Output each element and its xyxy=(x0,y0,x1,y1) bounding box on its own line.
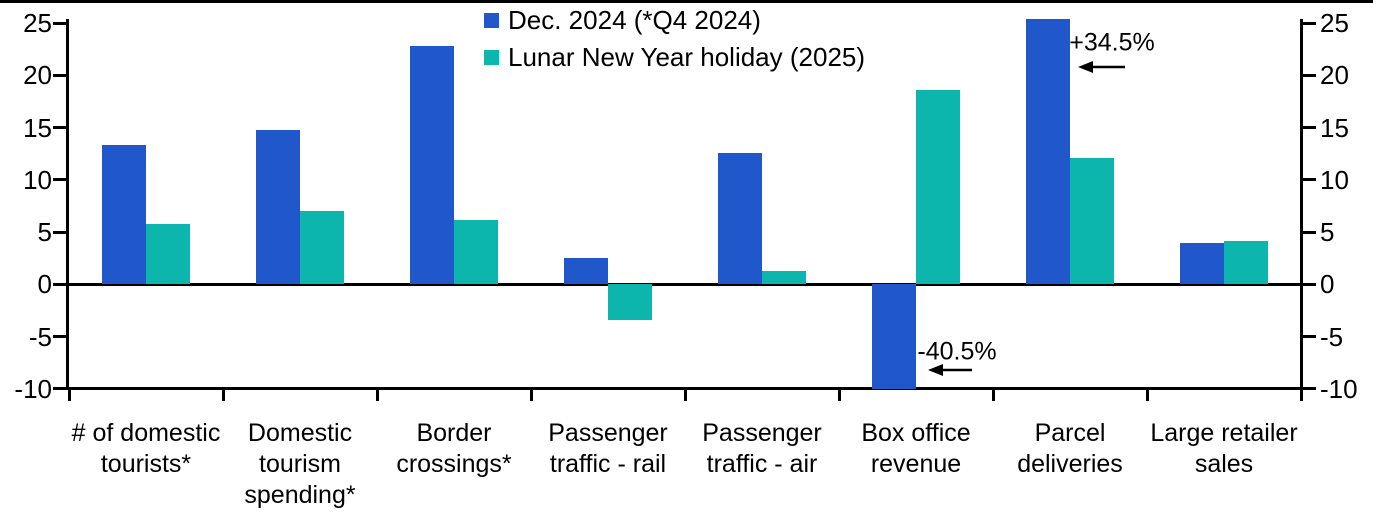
bar-lny2025-0 xyxy=(146,223,190,285)
x-label-line: spending* xyxy=(244,481,356,509)
bar-dec2024-6 xyxy=(1026,18,1070,285)
y-tick-label-right-10: 10 xyxy=(1320,164,1349,195)
bar-lny2025-4 xyxy=(762,270,806,285)
x-label-line: Border xyxy=(416,419,492,447)
x-boundary-tick xyxy=(67,387,71,402)
bar-dec2024-7 xyxy=(1180,242,1224,285)
y-tick-left xyxy=(53,282,66,286)
y-tick-label-right--5: -5 xyxy=(1320,321,1344,352)
x-label-line: Box office xyxy=(861,419,971,447)
y-tick-left xyxy=(53,126,66,130)
x-label-0: # of domestic tourists* xyxy=(36,418,256,480)
annotation-text-0: -40.5% xyxy=(917,337,997,366)
bar-dec2024-2 xyxy=(410,46,454,285)
y-tick-label-right-20: 20 xyxy=(1320,60,1349,91)
x-boundary-tick xyxy=(221,387,225,402)
bar-dec2024-4 xyxy=(718,152,762,285)
x-label-line: revenue xyxy=(870,450,962,478)
y-tick-left xyxy=(53,73,66,77)
x-label-line: sales xyxy=(1194,450,1254,478)
y-tick-right xyxy=(1302,282,1316,286)
chart-top-border xyxy=(0,0,1373,3)
y-tick-label-left-25: 25 xyxy=(23,8,52,39)
x-label-1: Domestic tourism spending* xyxy=(190,418,410,511)
x-label-line: Domestic xyxy=(247,419,353,447)
annotation-text-1: +34.5% xyxy=(1069,28,1155,57)
x-boundary-tick xyxy=(683,387,687,402)
bar-lny2025-6 xyxy=(1070,157,1114,285)
y-tick-right xyxy=(1302,126,1316,130)
x-label-5: Box office revenue xyxy=(806,418,1026,480)
y-axis-right xyxy=(1299,19,1303,391)
x-label-line: tourism xyxy=(259,450,341,478)
y-tick-right xyxy=(1302,230,1316,234)
y-tick-label-right-5: 5 xyxy=(1320,217,1335,248)
y-tick-left xyxy=(53,21,66,25)
bar-dec2024-3 xyxy=(564,258,608,285)
y-tick-label-left--10: -10 xyxy=(14,373,52,404)
bar-lny2025-3 xyxy=(608,284,652,320)
x-boundary-tick xyxy=(375,387,379,402)
x-label-2: Border crossings* xyxy=(344,418,564,480)
x-label-3: Passenger traffic - rail xyxy=(498,418,718,480)
annotation-arrow-left-icon xyxy=(1078,61,1125,73)
x-label-line: Large retailer xyxy=(1150,419,1298,447)
y-tick-label-left-20: 20 xyxy=(23,60,52,91)
y-tick-left xyxy=(53,178,66,182)
x-label-line: Passenger xyxy=(702,419,822,447)
x-label-line: deliveries xyxy=(1017,450,1123,478)
y-axis-left xyxy=(66,19,69,391)
legend-swatch-dec-2024-icon xyxy=(484,13,499,28)
x-boundary-tick xyxy=(1145,387,1149,402)
y-tick-left xyxy=(53,387,66,391)
y-tick-right xyxy=(1302,335,1316,339)
bar-dec2024-5 xyxy=(872,284,916,389)
y-tick-left xyxy=(53,335,66,339)
y-tick-right xyxy=(1302,21,1316,25)
x-label-7: Large retailer sales xyxy=(1114,418,1334,480)
y-tick-label-right--10: -10 xyxy=(1320,373,1358,404)
y-tick-label-left-10: 10 xyxy=(23,164,52,195)
x-label-line: tourists* xyxy=(100,450,192,478)
x-label-line: traffic - air xyxy=(706,450,818,478)
x-label-6: Parcel deliveries xyxy=(960,418,1180,480)
y-tick-label-left--5: -5 xyxy=(28,321,52,352)
x-label-line: Passenger xyxy=(548,419,668,447)
bar-lny2025-7 xyxy=(1224,241,1268,285)
y-tick-label-right-15: 15 xyxy=(1320,112,1349,143)
y-tick-label-left-0: 0 xyxy=(37,269,52,300)
legend-item-dec-2024: Dec. 2024 (*Q4 2024) xyxy=(484,6,865,35)
x-label-line: traffic - rail xyxy=(549,450,667,478)
bar-lny2025-1 xyxy=(300,211,344,285)
y-tick-left xyxy=(53,230,66,234)
x-boundary-tick xyxy=(991,387,995,402)
bar-dec2024-1 xyxy=(256,129,300,285)
y-tick-right xyxy=(1302,387,1316,391)
y-tick-right xyxy=(1302,178,1316,182)
bar-dec2024-0 xyxy=(102,145,146,285)
zero-line xyxy=(69,282,1301,286)
legend-item-lny-2025: Lunar New Year holiday (2025) xyxy=(484,43,865,72)
legend-swatch-lny-2025-icon xyxy=(484,50,499,65)
x-boundary-tick xyxy=(1299,387,1303,402)
annotation-arrow-left-icon xyxy=(928,364,972,376)
legend-label-lny-2025: Lunar New Year holiday (2025) xyxy=(508,42,866,72)
legend: Dec. 2024 (*Q4 2024) Lunar New Year holi… xyxy=(484,6,865,72)
bar-lny2025-2 xyxy=(454,219,498,285)
x-boundary-tick xyxy=(529,387,533,402)
x-label-4: Passenger traffic - air xyxy=(652,418,872,480)
bar-lny2025-5 xyxy=(916,89,960,285)
y-tick-label-left-15: 15 xyxy=(23,112,52,143)
y-tick-right xyxy=(1302,73,1316,77)
y-tick-label-right-25: 25 xyxy=(1320,8,1349,39)
y-tick-label-left-5: 5 xyxy=(37,217,52,248)
y-tick-label-right-0: 0 xyxy=(1320,269,1335,300)
x-label-line: Parcel xyxy=(1034,419,1106,447)
x-boundary-tick xyxy=(837,387,841,402)
legend-label-dec-2024: Dec. 2024 (*Q4 2024) xyxy=(508,5,761,35)
x-label-line: crossings* xyxy=(396,450,512,478)
x-label-line: # of domestic xyxy=(71,419,221,447)
